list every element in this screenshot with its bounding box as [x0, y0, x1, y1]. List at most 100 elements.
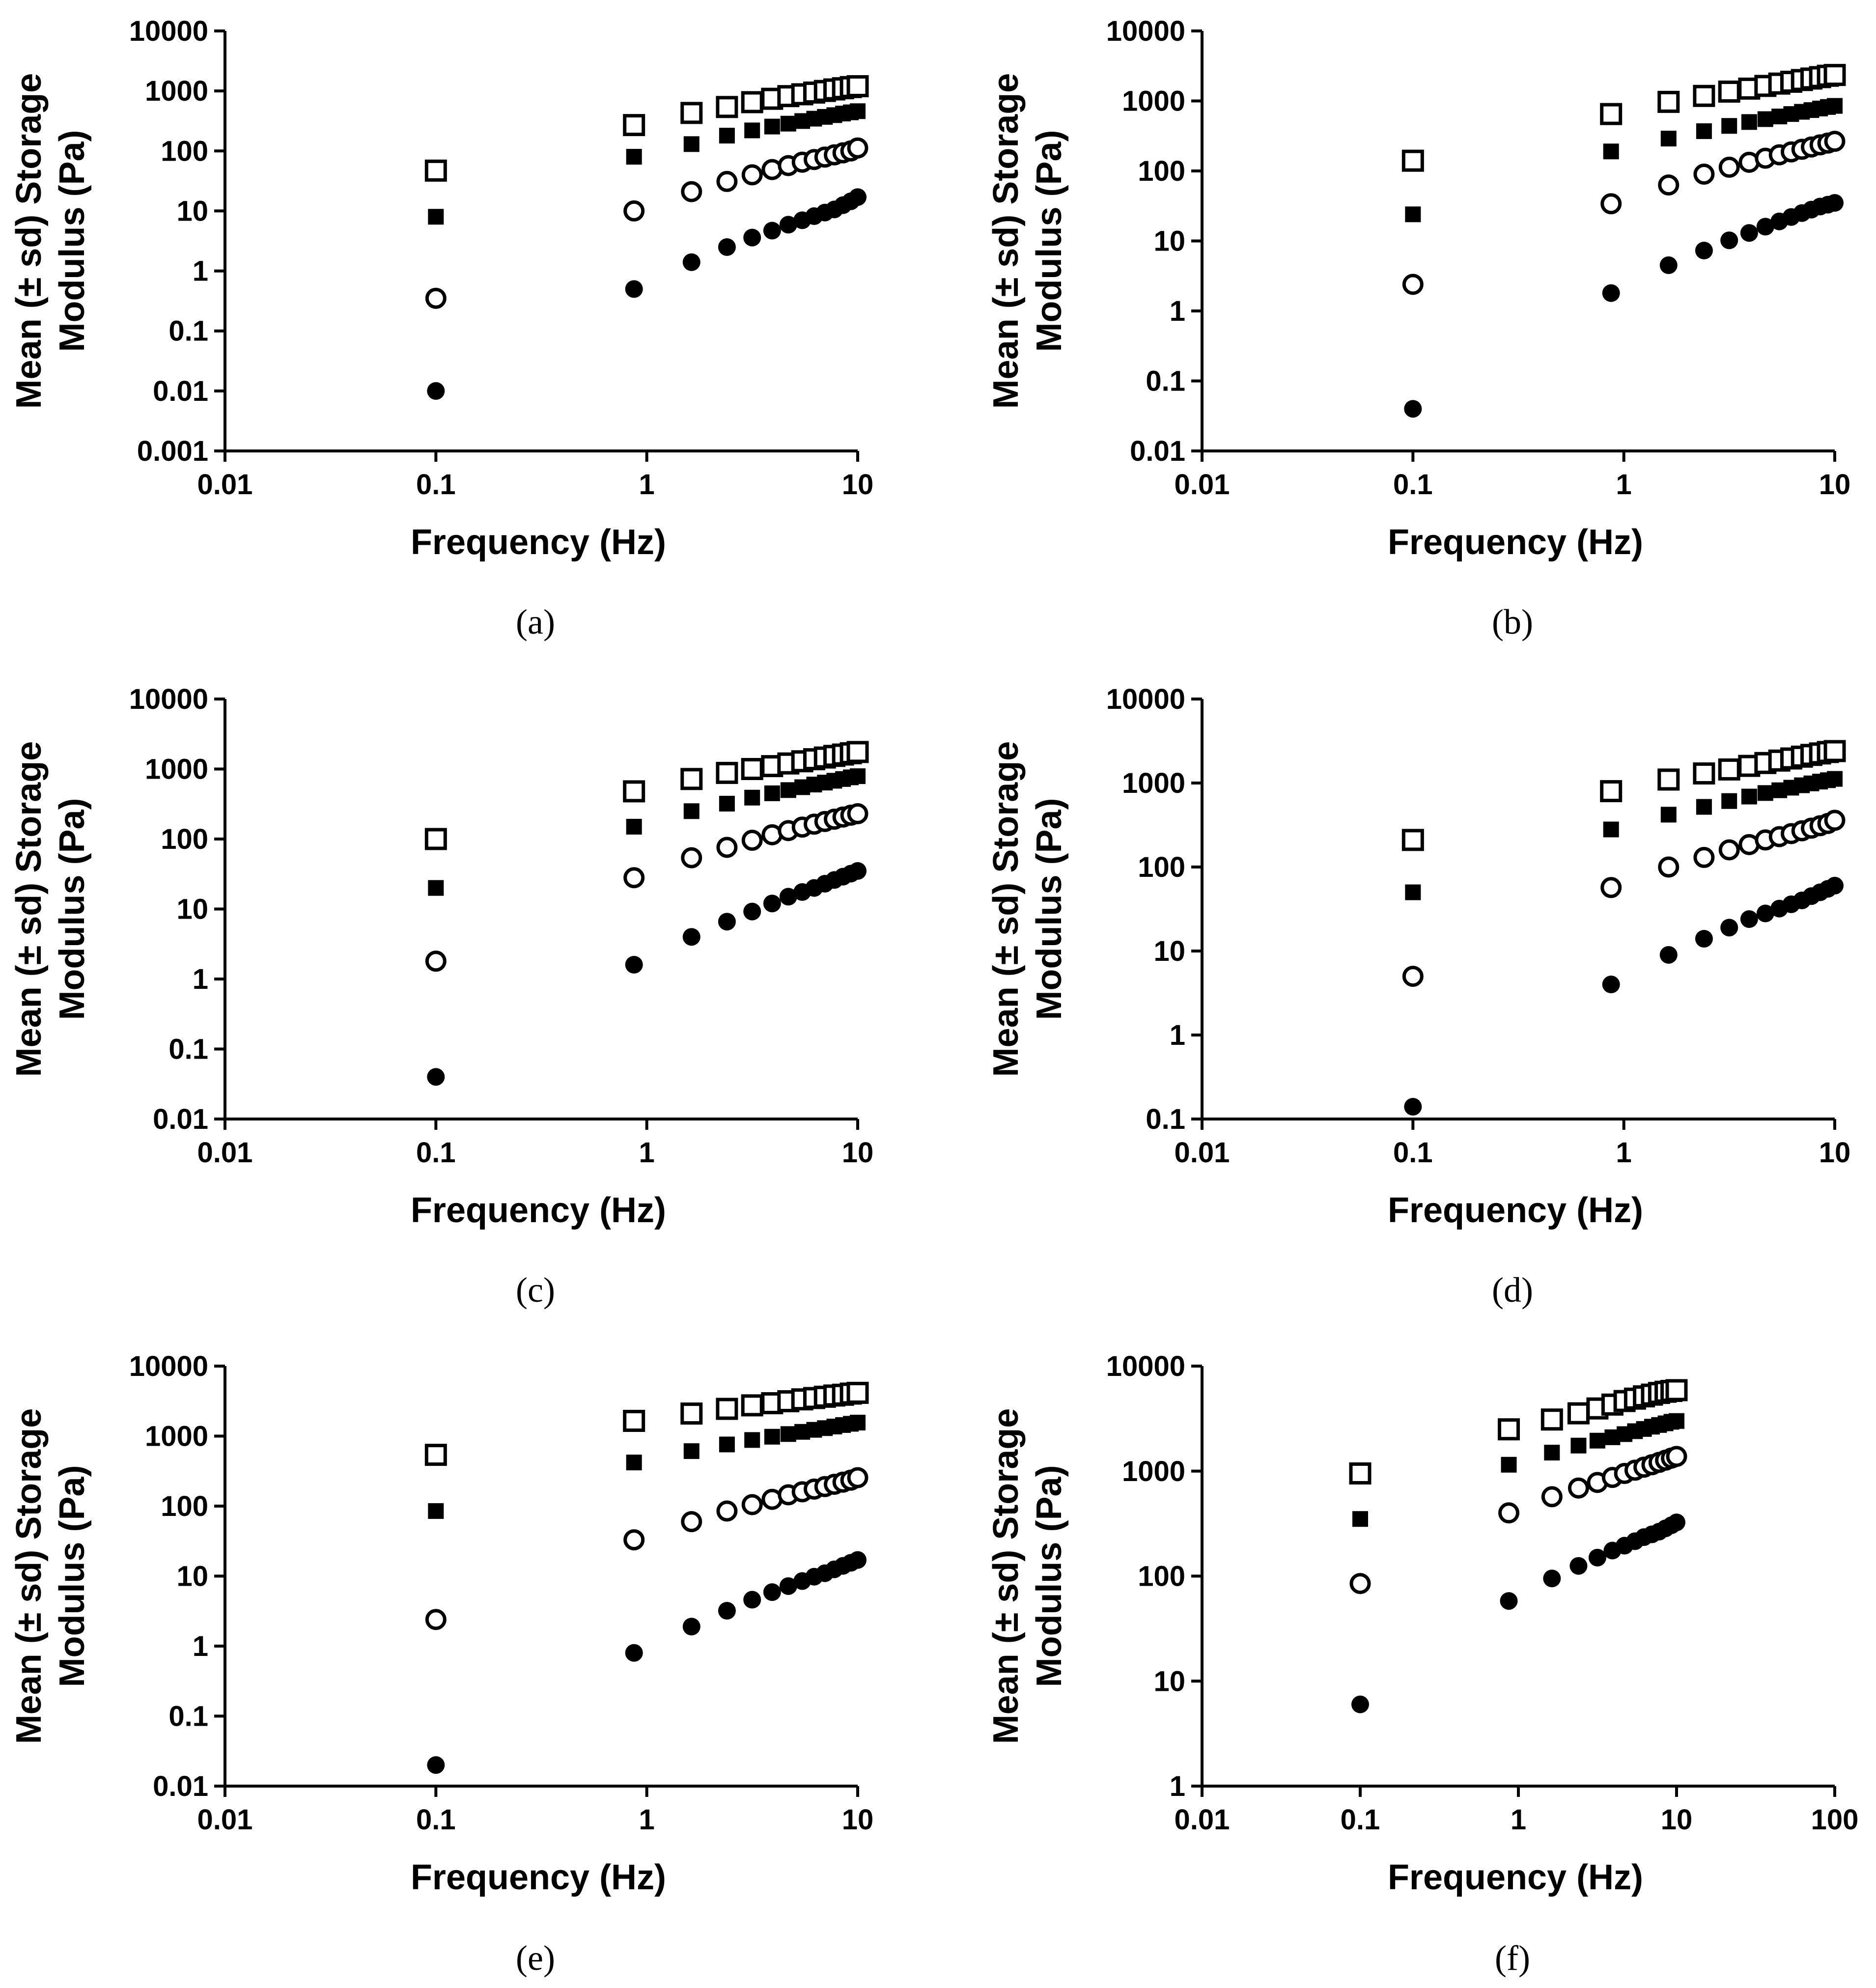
data-point-open-circle — [741, 164, 763, 186]
data-point-open-square — [1349, 1462, 1372, 1485]
data-point-filled-square — [626, 1455, 642, 1471]
y-tick-label: 10 — [1153, 1665, 1185, 1697]
data-point-filled-circle — [1602, 976, 1620, 994]
data-point-open-circle — [1498, 1502, 1520, 1524]
data-point-filled-circle — [625, 280, 643, 298]
y-tick-label: 1 — [193, 255, 208, 287]
data-point-open-circle — [681, 181, 702, 202]
data-point-filled-circle — [1756, 218, 1774, 236]
data-point-filled-square — [626, 149, 642, 165]
data-point-filled-square — [1757, 111, 1773, 127]
x-tick-label: 0.01 — [1175, 469, 1230, 501]
y-tick-label: 1 — [193, 963, 208, 995]
x-tick-label: 0.1 — [416, 469, 456, 501]
x-tick-label: 10 — [1819, 469, 1851, 501]
data-point-filled-circle — [1659, 256, 1678, 274]
data-point-open-circle — [1402, 274, 1424, 295]
data-point-open-square — [1600, 780, 1623, 803]
data-point-filled-square — [850, 103, 866, 119]
data-point-open-circle — [741, 830, 763, 851]
data-point-filled-square — [1827, 771, 1843, 787]
y-tick-label: 100 — [161, 1490, 208, 1522]
data-point-filled-square — [683, 136, 700, 152]
data-point-open-circle — [623, 200, 645, 222]
data-point-open-square — [623, 114, 645, 137]
y-tick-label: 100 — [1138, 1561, 1185, 1593]
data-point-open-circle — [847, 1467, 868, 1488]
y-tick-label: 1000 — [145, 75, 208, 107]
data-point-open-square — [1401, 829, 1424, 851]
data-point-open-circle — [681, 1511, 702, 1533]
y-tick-label: 1000 — [1122, 85, 1185, 117]
data-point-open-circle — [1666, 1446, 1687, 1467]
y-tick-label: 100 — [161, 823, 208, 855]
data-point-filled-circle — [1404, 1098, 1422, 1116]
panel-b: 0.01 0.1 1 10 0.01 0.1 1 10 100 1000 10000 Frequenc… — [986, 15, 1850, 642]
x-axis-title: Frequency (Hz) — [411, 523, 666, 562]
data-point-filled-square — [1660, 131, 1677, 147]
y-axis-title: Mean (± sd) Storage — [986, 73, 1026, 409]
data-point-open-square — [1657, 768, 1680, 791]
x-tick-label: 1 — [639, 469, 655, 501]
data-point-filled-square — [1741, 114, 1757, 130]
data-point-open-circle — [623, 1529, 645, 1551]
data-point-filled-circle — [1826, 876, 1844, 895]
data-point-open-square — [846, 741, 869, 763]
data-point-open-circle — [1600, 193, 1622, 215]
y-tick-label: 10000 — [1106, 683, 1185, 715]
data-point-filled-square — [428, 880, 444, 896]
y-axis-title: Mean (± sd) Storage — [986, 1408, 1026, 1744]
data-point-filled-circle — [1668, 1513, 1685, 1532]
data-point-open-circle — [425, 951, 447, 972]
data-point-open-square — [741, 758, 763, 780]
data-point-filled-circle — [763, 895, 781, 913]
data-point-filled-square — [1501, 1456, 1517, 1473]
data-point-open-circle — [741, 1494, 763, 1515]
y-tick-label: 0.01 — [153, 375, 208, 407]
panel-caption: (b) — [1492, 602, 1533, 642]
y-tick-label: 10 — [176, 894, 208, 925]
data-point-filled-circle — [718, 913, 736, 931]
data-point-filled-square — [764, 785, 780, 801]
data-point-filled-square — [428, 1503, 444, 1519]
panel-caption: (a) — [516, 602, 555, 642]
data-point-open-square — [424, 828, 447, 850]
x-tick-label: 0.1 — [416, 1137, 456, 1169]
data-point-filled-circle — [763, 1583, 781, 1601]
data-point-filled-circle — [625, 955, 643, 974]
data-point-open-circle — [681, 847, 702, 868]
data-point-filled-circle — [1695, 930, 1713, 948]
data-point-open-circle — [1658, 856, 1680, 878]
data-point-open-circle — [623, 867, 645, 889]
y-axis-title: Mean (± sd) Storage — [9, 73, 49, 409]
data-point-filled-square — [1827, 98, 1843, 114]
y-tick-label: 100 — [1138, 851, 1185, 883]
data-point-filled-circle — [743, 228, 761, 247]
data-point-open-square — [1540, 1408, 1563, 1431]
data-point-filled-square — [780, 115, 796, 132]
y-tick-label: 0.1 — [1146, 365, 1185, 397]
data-point-filled-circle — [779, 1577, 797, 1595]
y-tick-label: 10000 — [1106, 1350, 1185, 1382]
panel-caption: (c) — [516, 1270, 555, 1310]
data-point-open-square — [716, 1398, 738, 1420]
panel-c: 0.01 0.1 1 10 0.01 0.1 1 10 100 1000 10000 Frequenc… — [9, 683, 873, 1310]
y-axis-title: Mean (± sd) Storage — [9, 741, 49, 1077]
data-point-filled-square — [719, 128, 735, 144]
data-point-filled-circle — [682, 1618, 700, 1636]
data-point-filled-square — [1589, 1432, 1605, 1449]
data-point-filled-circle — [779, 216, 797, 234]
y-tick-label: 10000 — [1106, 15, 1185, 47]
data-point-open-circle — [1541, 1486, 1563, 1508]
data-point-open-square — [424, 159, 447, 182]
panel-caption: (e) — [516, 1938, 555, 1978]
data-point-open-square — [1657, 90, 1680, 113]
data-point-filled-square — [764, 1428, 780, 1445]
data-point-filled-circle — [1720, 919, 1738, 937]
data-point-filled-circle — [427, 1756, 445, 1774]
data-point-filled-square — [850, 1414, 866, 1430]
y-tick-label: 1 — [193, 1630, 208, 1662]
x-tick-label: 0.01 — [1175, 1137, 1230, 1169]
data-point-filled-square — [1405, 206, 1421, 223]
data-point-open-circle — [425, 1609, 447, 1630]
